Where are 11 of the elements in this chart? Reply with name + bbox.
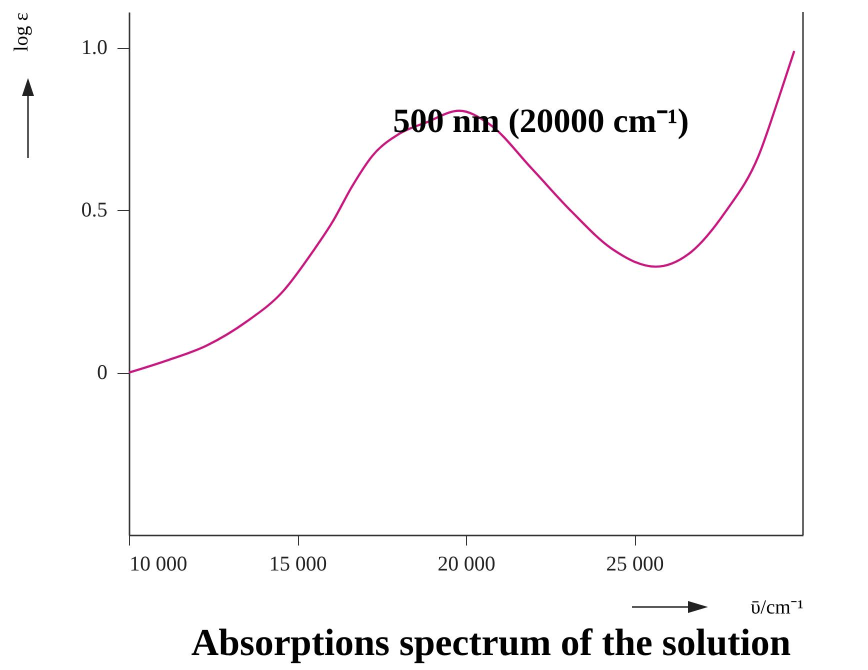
- y-tick-label: 0: [97, 360, 108, 384]
- y-axis-title: log ε: [10, 12, 32, 52]
- x-tick-label: 10 000: [130, 552, 188, 576]
- x-tick-label: 20 000: [438, 552, 496, 576]
- line-series: [129, 50, 796, 374]
- text: Absorptions spectrum of the solution: [191, 622, 791, 664]
- y-tick-label: 0.5: [81, 198, 108, 222]
- x-axis-title: ῡ/cm⁻¹: [750, 596, 804, 618]
- x-tick-label: 25 000: [606, 552, 664, 576]
- x-tick-label: 15 000: [269, 552, 327, 576]
- y-tick-label: 1.0: [81, 35, 108, 60]
